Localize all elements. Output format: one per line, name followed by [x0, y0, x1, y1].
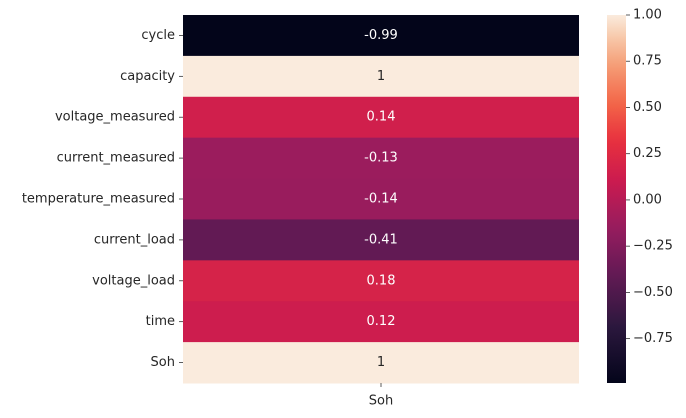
row-label: voltage_measured — [55, 110, 175, 125]
cell-value-label: 1 — [377, 355, 385, 370]
heatmap-cell — [183, 301, 579, 343]
column-label: Soh — [369, 394, 393, 409]
colorbar-tick-label: 0.75 — [633, 54, 662, 69]
row-label: Soh — [151, 355, 175, 370]
cell-value-label: 1 — [377, 69, 385, 84]
row-label: current_load — [94, 232, 175, 247]
heatmap-cell-labels: -0.99 1 0.14 -0.13 -0.14 -0.41 0.18 0.12 1 — [364, 28, 398, 370]
colorbar-tick-label: −0.50 — [633, 285, 673, 300]
heatmap-cell — [183, 178, 579, 220]
heatmap-cell — [183, 15, 579, 57]
colorbar-tick-label: 0.00 — [633, 192, 662, 207]
colorbar-tick-label: 1.00 — [633, 8, 662, 23]
colorbar — [607, 15, 626, 383]
row-label: capacity — [120, 69, 175, 84]
heatmap-cell — [183, 260, 579, 302]
row-label: time — [146, 314, 175, 329]
colorbar-ticks: 1.00 0.75 0.50 0.25 0.00 −0.25 −0.50 −0.75 — [626, 8, 673, 346]
colorbar-tick-label: −0.75 — [633, 331, 673, 346]
heatmap-cell — [183, 96, 579, 139]
heatmap-cell — [183, 55, 579, 98]
colorbar-tick-label: 0.50 — [633, 100, 662, 115]
row-label: current_measured — [57, 151, 175, 166]
cell-value-label: -0.13 — [364, 151, 398, 166]
cell-value-label: -0.41 — [364, 232, 398, 247]
heatmap-cells — [183, 15, 579, 384]
cell-value-label: -0.99 — [364, 28, 398, 43]
heatmap-row-labels: cycle capacity voltage_measured current_mea… — [22, 28, 183, 370]
heatmap-cell — [183, 137, 579, 180]
row-label: voltage_load — [92, 273, 175, 288]
heatmap-cell — [183, 342, 579, 384]
colorbar-tick-label: −0.25 — [633, 239, 673, 254]
heatmap-cell — [183, 219, 579, 261]
colorbar-tick-label: 0.25 — [633, 146, 662, 161]
row-label: temperature_measured — [22, 192, 175, 207]
heatmap-column-labels: Soh — [369, 383, 393, 409]
cell-value-label: 0.14 — [367, 110, 396, 125]
cell-value-label: 0.18 — [367, 273, 396, 288]
cell-value-label: 0.12 — [367, 314, 396, 329]
cell-value-label: -0.14 — [364, 192, 398, 207]
row-label: cycle — [141, 28, 175, 43]
